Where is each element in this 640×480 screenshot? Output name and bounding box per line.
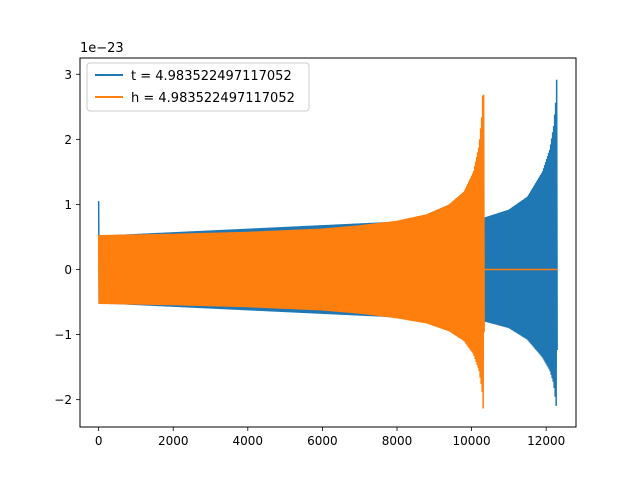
x-tick-label: 6000 bbox=[307, 434, 338, 448]
axes-frame bbox=[79, 57, 577, 428]
x-tick-label: 4000 bbox=[233, 434, 264, 448]
y-offset-text: 1e−23 bbox=[80, 41, 124, 56]
legend-label-h: h = 4.983522497117052 bbox=[131, 91, 295, 106]
y-tick-label: 3 bbox=[64, 68, 72, 82]
y-tick-label: 0 bbox=[64, 263, 72, 277]
plot-area bbox=[97, 79, 558, 409]
x-axis: 0 2000 4000 6000 8000 10000 12000 bbox=[95, 427, 565, 448]
y-tick-label: −1 bbox=[54, 328, 72, 342]
x-tick-label: 8000 bbox=[382, 434, 413, 448]
x-tick-label: 2000 bbox=[158, 434, 189, 448]
x-tick-label: 10000 bbox=[452, 434, 490, 448]
y-tick-label: −2 bbox=[54, 393, 72, 407]
y-tick-label: 1 bbox=[64, 198, 72, 212]
x-tick-label: 12000 bbox=[527, 434, 565, 448]
legend-label-t: t = 4.983522497117052 bbox=[131, 69, 292, 84]
legend-box bbox=[86, 62, 310, 112]
y-tick-label: 2 bbox=[64, 133, 72, 147]
y-axis: −2 −1 0 1 2 3 bbox=[54, 68, 80, 407]
legend: t = 4.983522497117052 h = 4.983522497117… bbox=[86, 62, 310, 112]
x-tick-label: 0 bbox=[95, 434, 103, 448]
series-line-h bbox=[97, 94, 485, 409]
